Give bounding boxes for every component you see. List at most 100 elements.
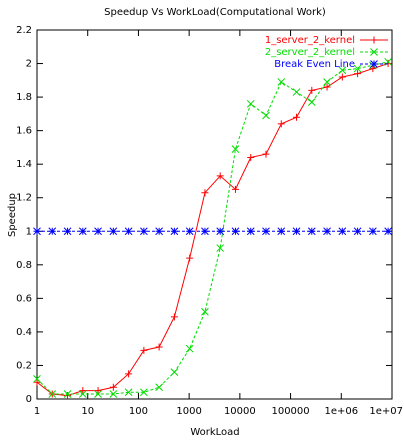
y-tick-label: 0.2 [16, 360, 32, 371]
point-marker [201, 307, 209, 316]
y-tick-label: 0.6 [16, 293, 32, 304]
point-marker [170, 368, 179, 377]
series-line [36, 61, 389, 395]
point-marker [124, 388, 133, 397]
x-tick-label: 100 [129, 406, 148, 417]
point-marker [125, 370, 133, 378]
point-marker [140, 388, 148, 397]
point-marker [33, 378, 41, 386]
point-marker [185, 344, 194, 353]
point-marker [338, 227, 347, 236]
point-marker [246, 227, 255, 236]
point-marker [33, 375, 41, 383]
point-marker [33, 227, 41, 236]
point-marker [323, 227, 331, 236]
y-tick-label: 1.8 [16, 92, 32, 103]
point-marker [262, 150, 270, 158]
point-marker [277, 78, 286, 86]
point-marker [369, 227, 377, 236]
legend-label: 2_server_2_kernel [265, 47, 355, 58]
point-marker [353, 227, 362, 236]
point-marker [384, 227, 392, 236]
point-marker [307, 98, 316, 106]
point-marker [247, 153, 255, 161]
point-marker [369, 65, 377, 73]
point-marker [64, 392, 72, 400]
point-marker [262, 111, 270, 120]
y-axis-label: Speedup [7, 193, 18, 237]
x-axis-label: WorkLoad [190, 427, 239, 438]
legend-label: Break Even Line [274, 59, 355, 70]
point-marker [216, 244, 225, 252]
point-marker [338, 73, 346, 81]
point-marker [155, 343, 163, 351]
point-marker [308, 86, 316, 94]
point-marker [94, 387, 102, 395]
point-marker [186, 254, 194, 262]
x-tick-label: 1e+06 [324, 406, 358, 417]
point-marker [63, 390, 72, 398]
y-tick-label: 2 [26, 59, 32, 70]
point-marker [216, 227, 225, 236]
series-line [36, 63, 389, 397]
point-marker [155, 383, 163, 392]
y-tick-label: 0.8 [16, 260, 32, 271]
point-marker [94, 390, 102, 398]
point-marker [201, 227, 209, 236]
point-marker [155, 227, 163, 236]
x-tick-label: 100000 [271, 406, 309, 417]
y-tick-label: 0.4 [16, 327, 32, 338]
point-marker [231, 227, 240, 236]
point-marker [48, 227, 57, 236]
point-marker [353, 64, 362, 73]
chart-title: Speedup Vs WorkLoad(Computational Work) [104, 7, 326, 18]
x-tick-label: 10 [81, 406, 94, 417]
point-marker [124, 227, 133, 236]
point-marker [94, 227, 102, 236]
point-marker [109, 383, 117, 391]
point-marker [109, 227, 118, 236]
y-tick-label: 2.2 [16, 25, 32, 36]
x-tick-label: 1 [34, 406, 40, 417]
point-marker [216, 172, 224, 180]
point-marker [201, 189, 209, 197]
point-marker [48, 390, 57, 398]
point-marker [338, 66, 347, 75]
y-tick-label: 1.4 [16, 159, 32, 170]
point-marker [140, 346, 148, 354]
legend-marker [370, 60, 378, 68]
x-tick-label: 10000 [224, 406, 256, 417]
point-marker [170, 313, 178, 321]
point-marker [109, 390, 118, 398]
point-marker [262, 227, 270, 236]
point-marker [323, 83, 331, 91]
point-marker [231, 145, 240, 153]
point-marker [78, 227, 87, 236]
point-marker [63, 227, 72, 236]
legend-label: 1_server_2_kernel [265, 35, 355, 46]
point-marker [292, 88, 301, 96]
point-marker [78, 390, 87, 398]
point-marker [293, 113, 301, 121]
y-tick-label: 1.2 [16, 193, 32, 204]
point-marker [79, 387, 87, 395]
x-tick-label: 1e+07 [369, 406, 403, 417]
legend-marker [370, 48, 378, 56]
legend-marker [370, 36, 378, 44]
x-tick-label: 1000 [176, 406, 201, 417]
point-marker [231, 185, 239, 193]
y-tick-label: 1 [26, 226, 32, 237]
point-marker [292, 227, 301, 236]
y-tick-label: 0 [26, 394, 32, 405]
y-tick-label: 1.6 [16, 126, 32, 137]
point-marker [246, 99, 255, 108]
plot-border [36, 29, 393, 400]
point-marker [140, 227, 148, 236]
point-marker [170, 227, 179, 236]
point-marker [185, 227, 194, 236]
point-marker [354, 70, 362, 78]
point-marker [277, 227, 286, 236]
point-marker [277, 120, 285, 128]
point-marker [307, 227, 316, 236]
